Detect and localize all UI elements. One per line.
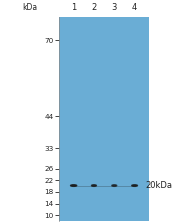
Ellipse shape xyxy=(71,185,77,186)
Ellipse shape xyxy=(92,185,96,186)
Ellipse shape xyxy=(132,185,137,186)
Text: 20kDa: 20kDa xyxy=(146,181,173,190)
Text: kDa: kDa xyxy=(22,2,37,11)
Ellipse shape xyxy=(112,185,117,186)
